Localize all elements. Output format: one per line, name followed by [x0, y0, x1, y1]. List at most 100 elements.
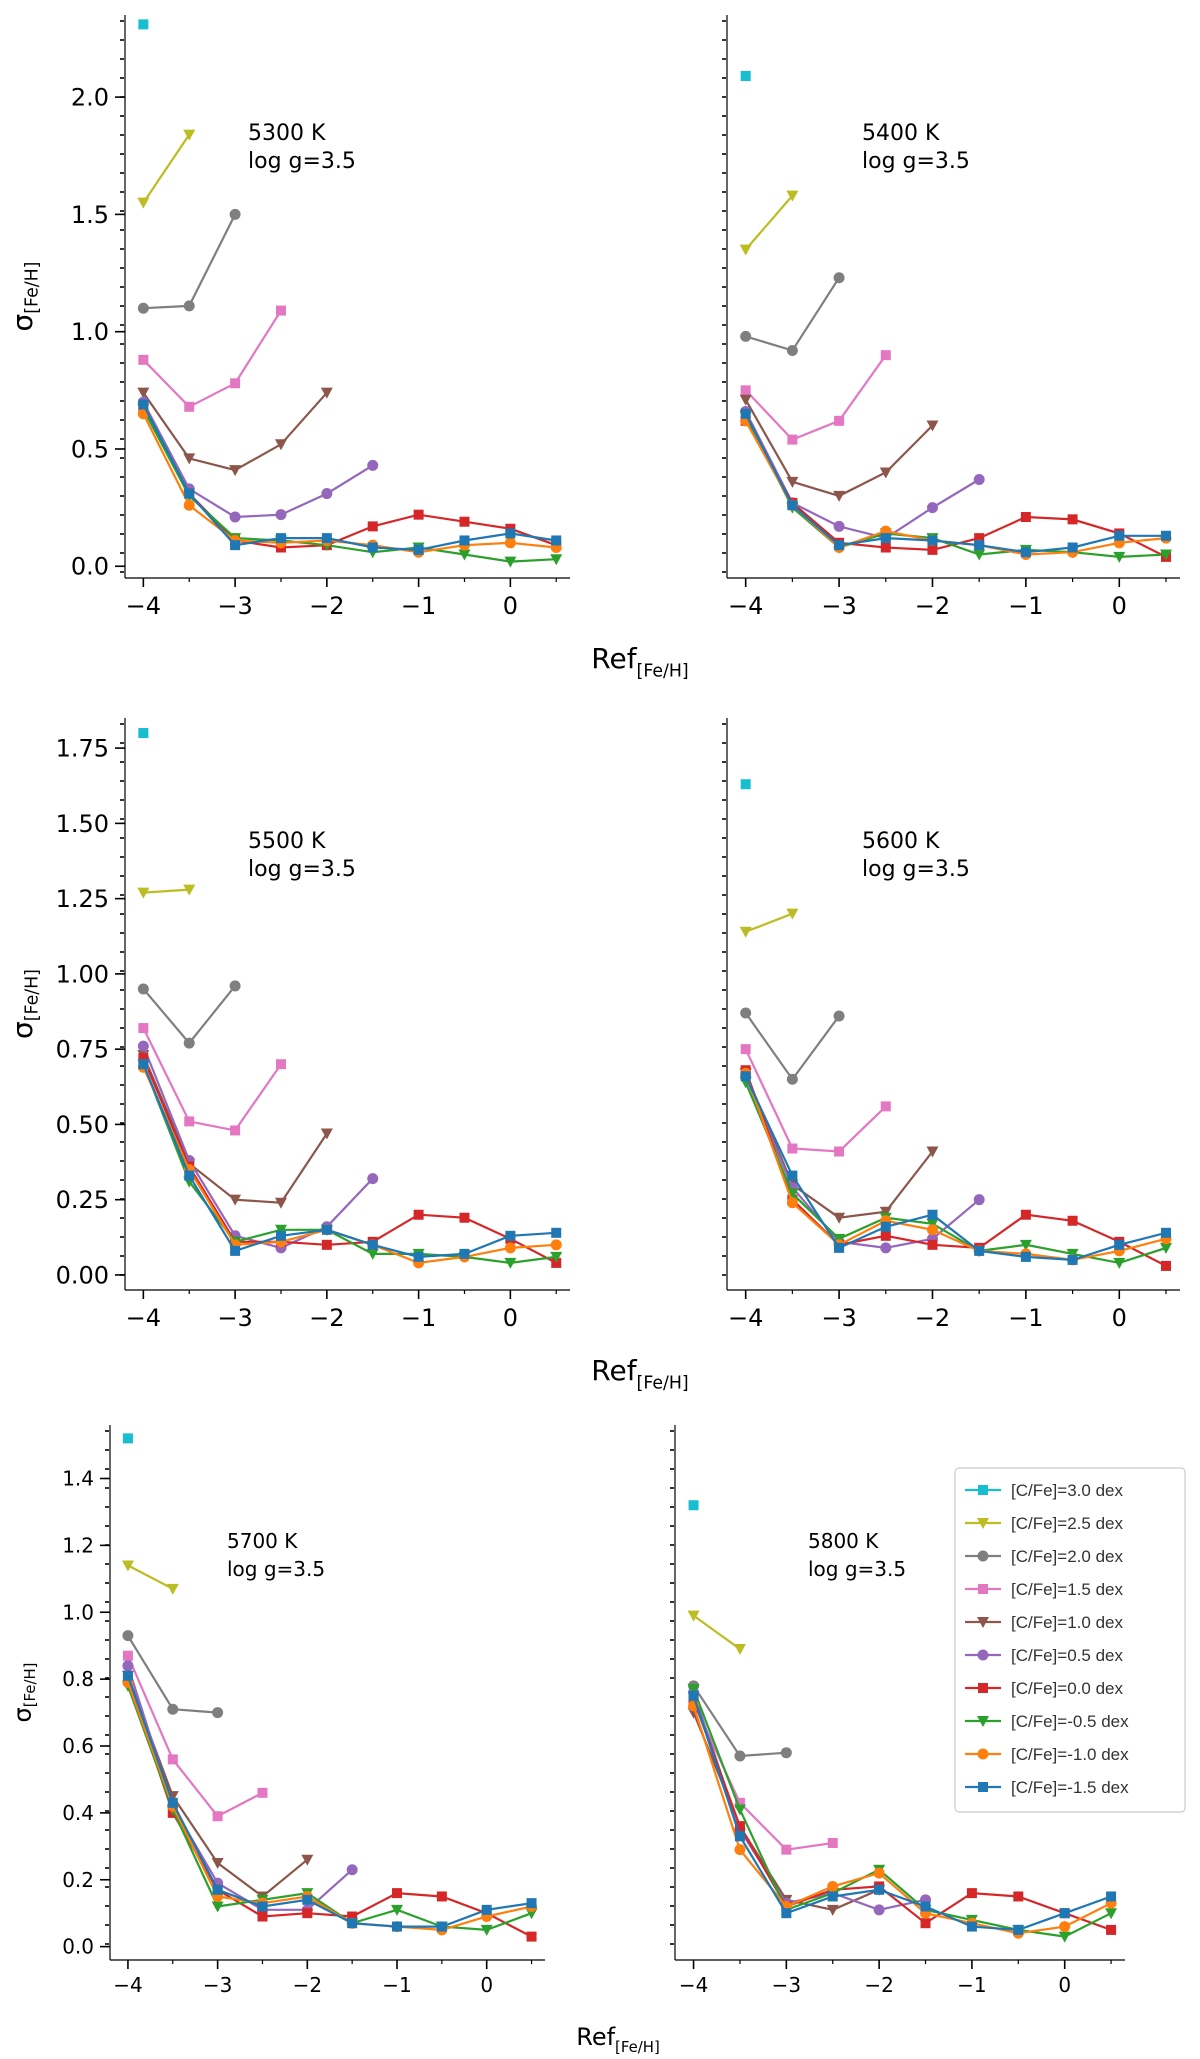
- panel-annotation: log g=3.5: [862, 857, 970, 882]
- data-point: [504, 537, 516, 549]
- data-point: [733, 1644, 746, 1656]
- x-tick-label: −1: [1008, 1304, 1043, 1332]
- series-line: [744, 194, 794, 251]
- x-tick-label: −2: [309, 1304, 344, 1332]
- series-2.5: [137, 129, 196, 209]
- data-point: [229, 1194, 242, 1206]
- data-point: [321, 1224, 332, 1235]
- legend-label: [C/Fe]=-1.0 dex: [1011, 1745, 1129, 1764]
- data-point: [183, 453, 196, 465]
- data-point: [1059, 1921, 1071, 1933]
- data-point: [879, 467, 892, 479]
- data-point: [787, 1143, 798, 1154]
- panel-annotation: log g=3.5: [227, 1557, 325, 1581]
- series-line: [692, 1695, 1112, 1932]
- series-3.0: [740, 779, 751, 790]
- y-tick-label: 1.0: [71, 318, 109, 346]
- x-tick-label: −4: [728, 1304, 763, 1332]
- data-point: [274, 1197, 287, 1209]
- data-point: [122, 1433, 133, 1444]
- data-point: [1067, 1215, 1078, 1226]
- data-point: [212, 1884, 223, 1895]
- data-point: [480, 1924, 493, 1936]
- series-2.5: [739, 908, 799, 938]
- series-0.5: [122, 1660, 358, 1916]
- series-line: [744, 399, 934, 498]
- data-point: [458, 549, 471, 561]
- x-axis-label: Ref[Fe/H]: [591, 1354, 688, 1393]
- data-point: [230, 1245, 241, 1256]
- panel-annotation: 5600 K: [862, 829, 940, 854]
- data-point: [137, 197, 150, 209]
- panel-6: −4 −3 −2 −1 0 5800 K log g=3.5: [670, 1425, 1125, 1997]
- data-point: [1013, 1924, 1024, 1935]
- series-line: [744, 1048, 887, 1153]
- series-line: [142, 1063, 557, 1259]
- data-point: [504, 1257, 517, 1269]
- data-point: [734, 1750, 746, 1762]
- data-point: [183, 129, 196, 141]
- series--1.5: [688, 1690, 1117, 1935]
- x-tick-label: −3: [821, 1304, 856, 1332]
- data-point: [436, 1891, 447, 1902]
- data-point: [167, 1703, 179, 1715]
- series-3.0: [138, 728, 149, 739]
- data-point: [786, 1197, 798, 1209]
- data-point: [321, 533, 332, 544]
- data-point: [138, 1023, 149, 1034]
- y-axis-label: σ[Fe/H]: [6, 969, 43, 1039]
- series-line: [142, 413, 557, 554]
- data-point: [926, 1146, 939, 1158]
- data-point: [212, 1707, 224, 1719]
- legend-marker: [977, 1649, 989, 1661]
- legend-label: [C/Fe]=2.0 dex: [1011, 1547, 1123, 1566]
- data-point: [229, 208, 241, 220]
- data-point: [1067, 542, 1078, 553]
- data-point: [230, 540, 241, 551]
- data-point: [392, 1921, 403, 1932]
- data-point: [973, 1194, 985, 1206]
- legend: [C/Fe]=3.0 dex [C/Fe]=2.5 dex [C/Fe]=2.0 d…: [954, 1467, 1186, 1813]
- data-point: [787, 500, 798, 511]
- data-point: [275, 509, 287, 521]
- x-tick-label: −3: [217, 1304, 252, 1332]
- legend-marker: [978, 1782, 988, 1792]
- panel-annotation: 5300 K: [248, 121, 326, 146]
- data-point: [1114, 530, 1125, 541]
- data-point: [880, 1230, 891, 1241]
- x-tick-label: −3: [821, 592, 856, 620]
- series--1.5: [138, 399, 562, 555]
- data-point: [550, 554, 563, 566]
- data-point: [230, 1125, 241, 1136]
- panel-1: 0.0 0.5 1.0 1.5 2.0 −4 −3 −2 −1 0 5300 K log g=3.5 σ…: [6, 15, 570, 620]
- series-line: [126, 1665, 353, 1911]
- y-tick-label: 0.2: [62, 1868, 94, 1892]
- series-3.0: [688, 1500, 699, 1511]
- data-point: [880, 1221, 891, 1232]
- y-axis-label: σ[Fe/H]: [8, 1663, 39, 1723]
- data-point: [927, 1239, 938, 1250]
- data-point: [879, 1206, 892, 1218]
- legend-marker: [977, 1748, 989, 1760]
- series-line: [126, 1655, 264, 1818]
- y-tick-label: 1.75: [56, 735, 109, 763]
- data-point: [551, 535, 562, 546]
- series-line: [692, 1698, 1112, 1931]
- data-point: [827, 1891, 838, 1902]
- data-point: [926, 502, 938, 514]
- data-point: [459, 1248, 470, 1259]
- series-line: [744, 1069, 1167, 1267]
- y-axis-label: σ[Fe/H]: [6, 262, 43, 332]
- legend-marker: [978, 1584, 988, 1594]
- data-point: [366, 1248, 379, 1260]
- legend-marker: [977, 1550, 989, 1562]
- series-1.5: [688, 1697, 838, 1855]
- data-point: [436, 1921, 447, 1932]
- series-line: [744, 354, 887, 441]
- series-line: [142, 1063, 557, 1265]
- data-point: [413, 1251, 424, 1262]
- data-point: [167, 1754, 178, 1765]
- series-2.0: [137, 208, 241, 314]
- series-1.5: [740, 1044, 891, 1157]
- series-2.5: [687, 1610, 746, 1656]
